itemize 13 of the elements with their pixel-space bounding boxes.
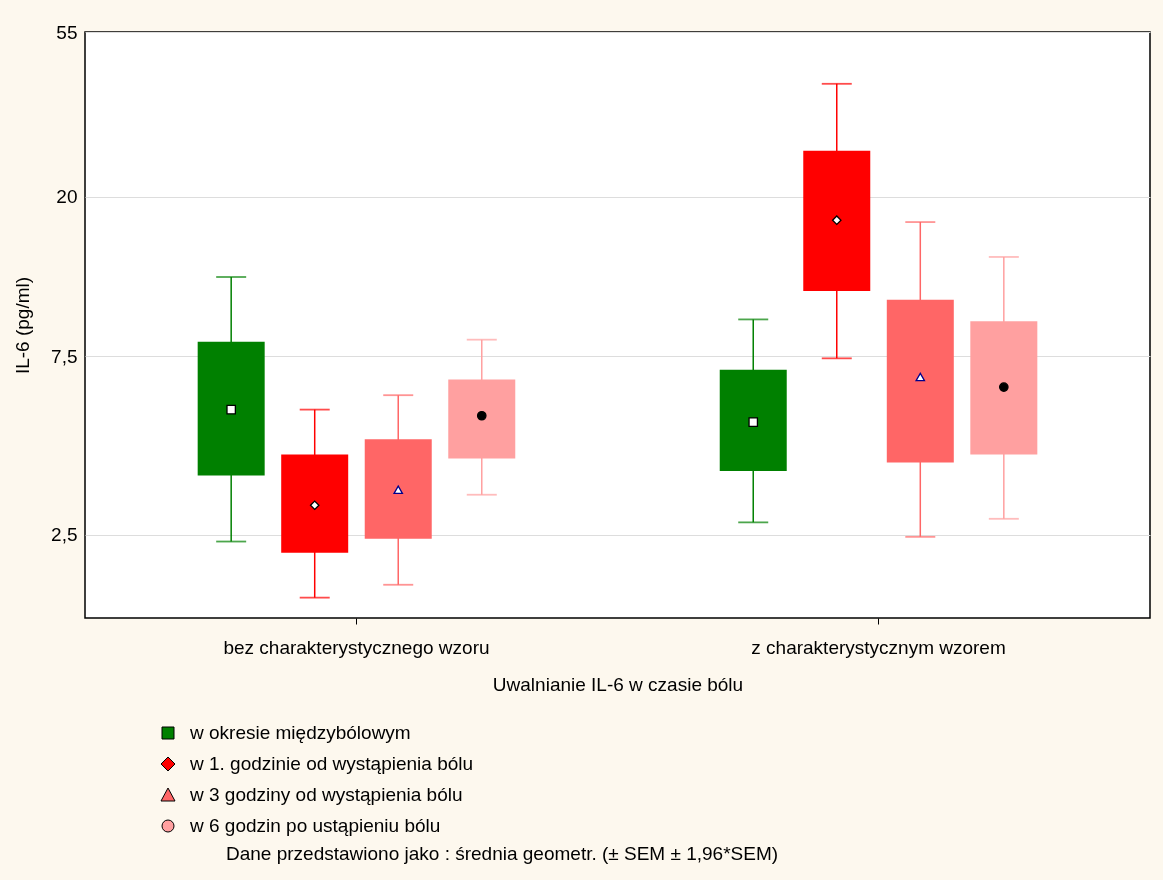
legend-label: w 3 godziny od wystąpienia bólu <box>190 783 463 806</box>
x-tick-label: z charakterystycznym wzorem <box>751 636 1006 658</box>
legend-label: w okresie międzybólowym <box>190 721 411 744</box>
text: Dane przedstawiono jako : średnia geometr. (± SEM ± 1,96*SEM) <box>226 843 779 865</box>
x-tick-label: bez charakterystycznego wzoru <box>223 636 490 658</box>
y-tick-label: 55 <box>56 21 78 43</box>
x-axis-title: Uwalnianie IL-6 w czasie bólu <box>492 673 744 695</box>
legend-label: w 1. godzinie od wystąpienia bólu <box>190 752 474 775</box>
y-tick-label: 7,5 <box>51 345 78 367</box>
y-axis-title: IL-6 (pg/ml) <box>12 276 34 375</box>
y-tick-label: 2,5 <box>51 524 78 546</box>
legend-label: w 6 godzin po ustąpieniu bólu <box>190 814 441 837</box>
y-tick-label: 20 <box>56 186 78 208</box>
